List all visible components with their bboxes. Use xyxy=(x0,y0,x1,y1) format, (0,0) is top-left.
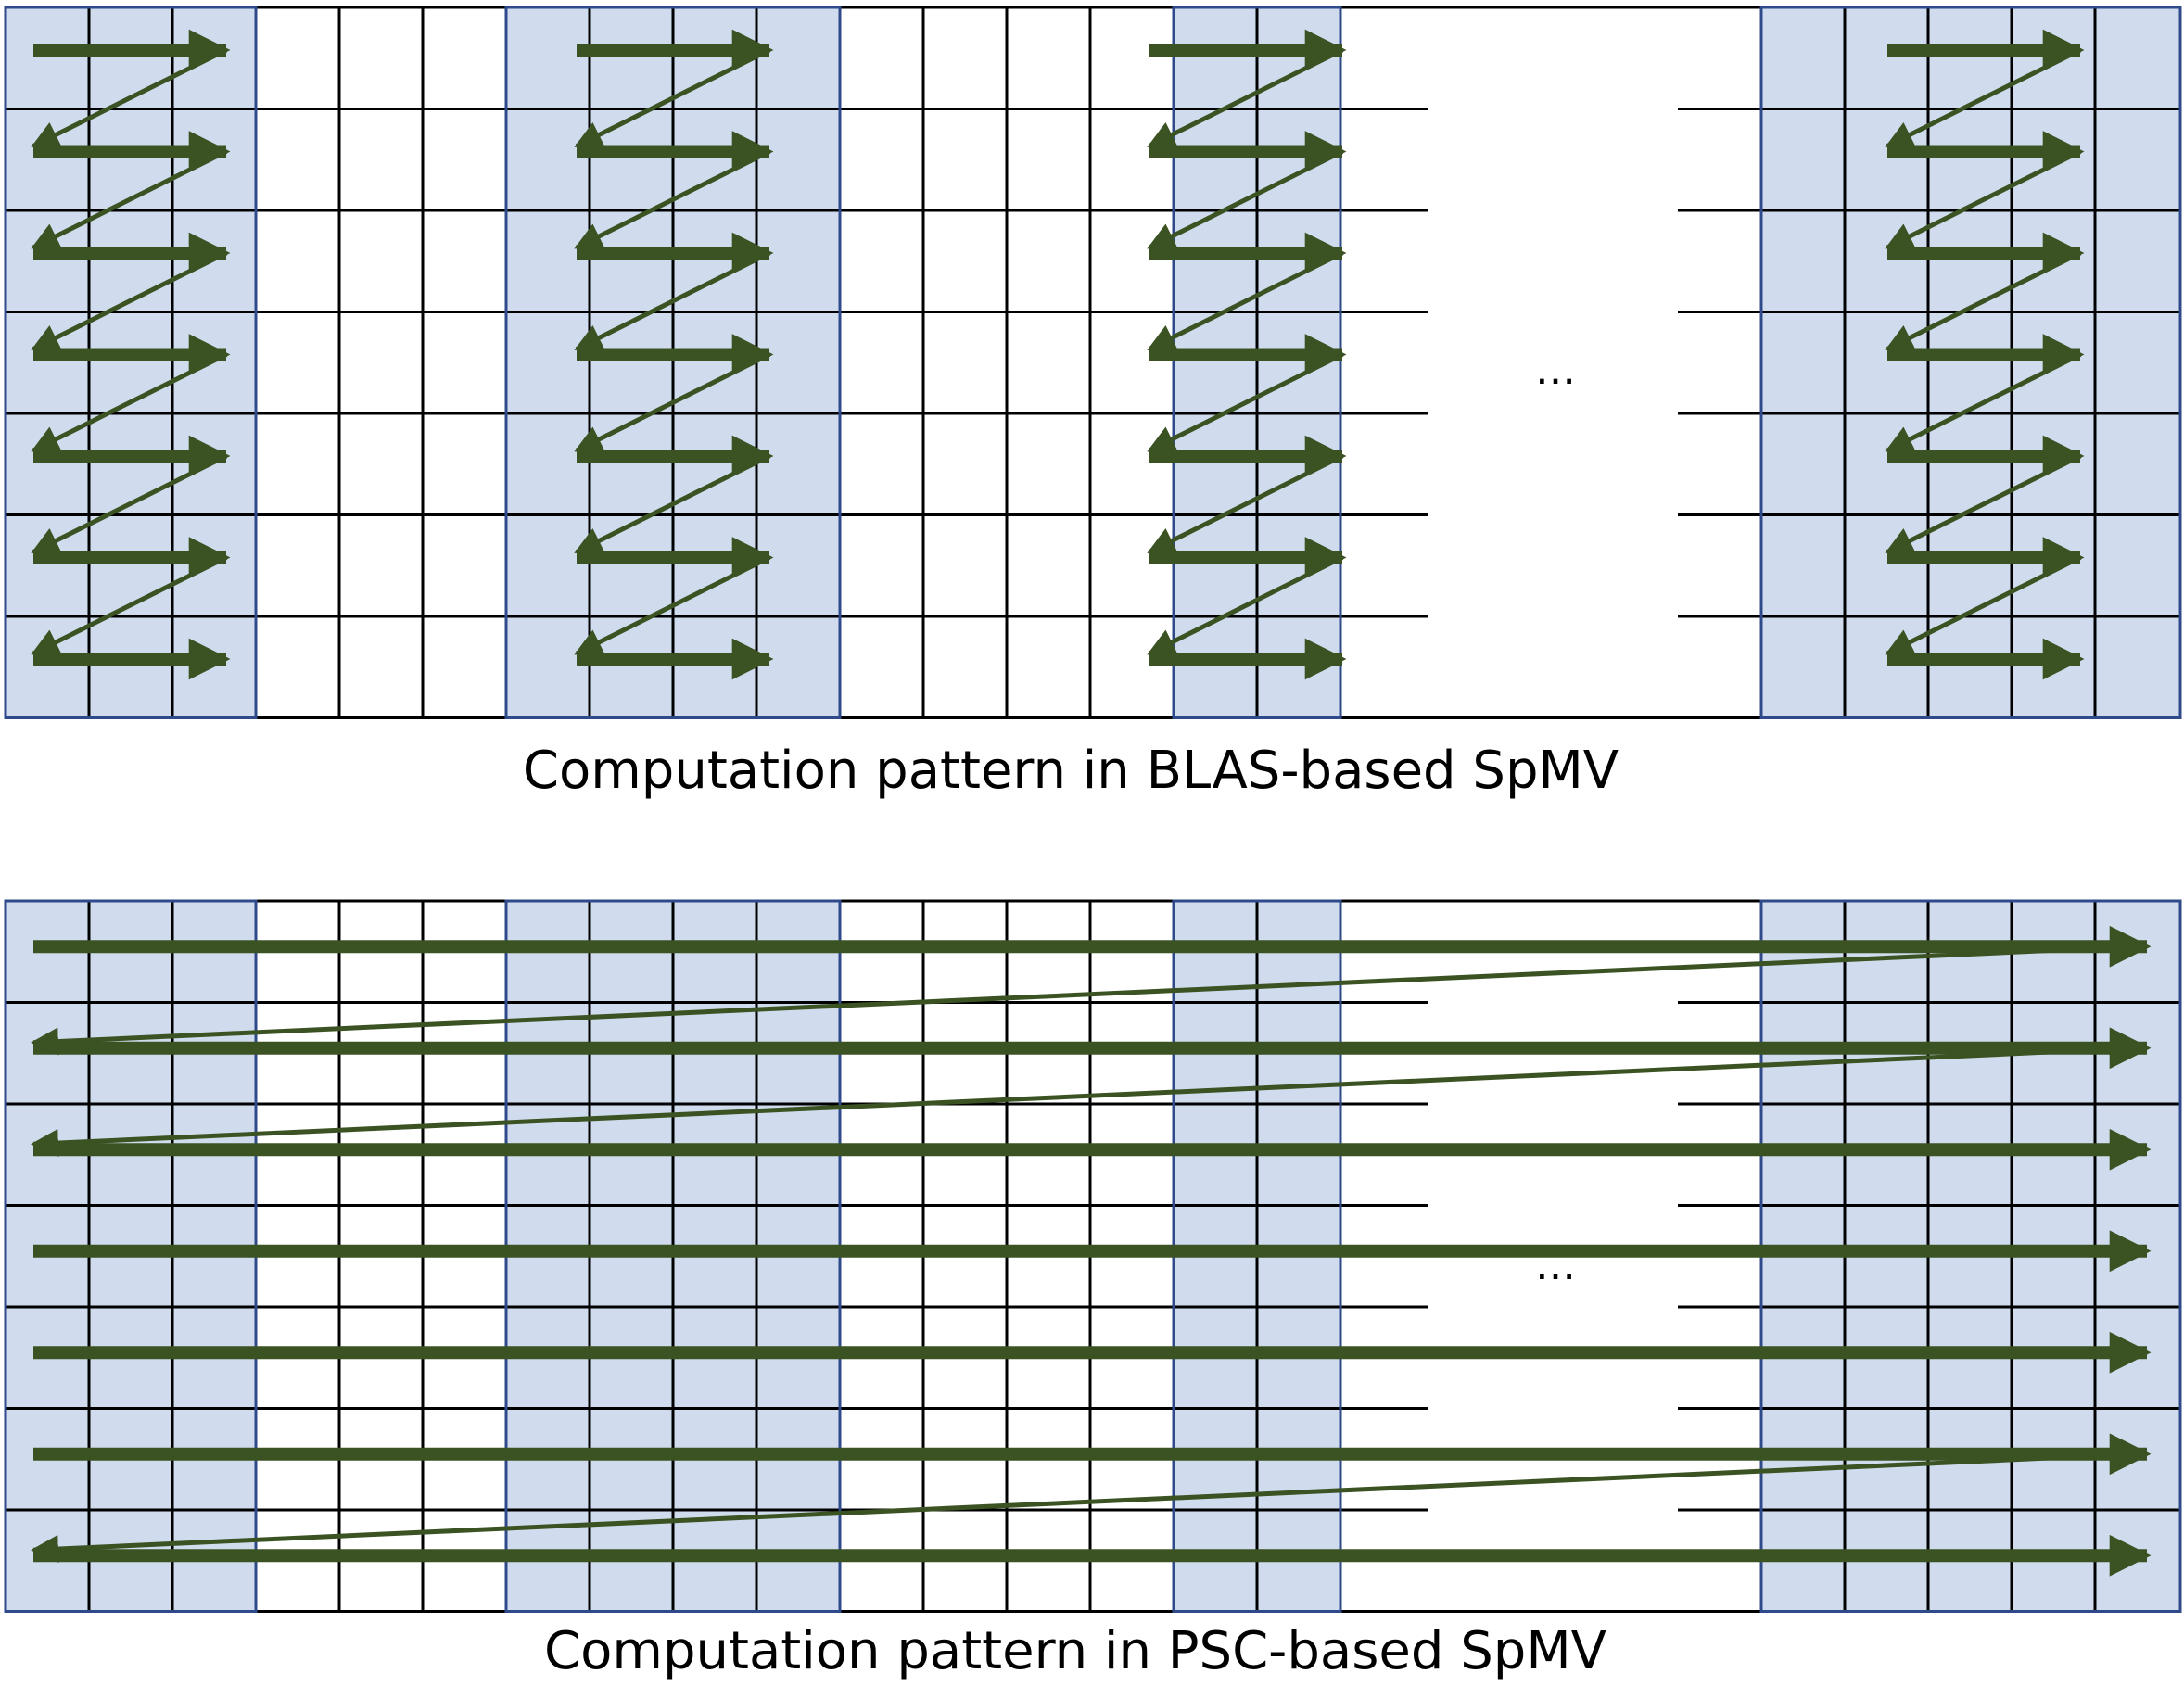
blas-return-arrow xyxy=(31,47,228,148)
psc-return-arrow xyxy=(31,1049,2055,1158)
blas-block-border xyxy=(1759,6,2182,719)
blas-return-arrow xyxy=(1885,47,2082,148)
blas-return-arrow xyxy=(1885,149,2082,250)
blas-return-arrow xyxy=(574,352,771,453)
blas-return-arrow xyxy=(31,453,228,554)
blas-return-arrow xyxy=(574,555,771,656)
psc-ellipsis: … xyxy=(1535,1242,1576,1289)
blas-return-arrow xyxy=(1885,250,2082,351)
blas-return-arrow xyxy=(574,47,771,148)
blas-return-arrow xyxy=(31,149,228,250)
blas-return-arrow xyxy=(31,250,228,351)
blas-return-arrow xyxy=(1885,453,2082,554)
blas-return-arrow xyxy=(1147,250,1344,351)
blas-return-arrow xyxy=(574,453,771,554)
blas-block-border xyxy=(4,6,258,719)
blas-return-arrow xyxy=(1147,352,1344,453)
blas-return-arrow xyxy=(574,149,771,250)
blas-panel xyxy=(4,6,2182,719)
blas-return-arrow xyxy=(31,555,228,656)
blas-return-arrow xyxy=(1885,555,2082,656)
blas-return-arrow xyxy=(1885,352,2082,453)
blas-caption: Computation pattern in BLAS-based SpMV xyxy=(523,741,1619,801)
psc-return-arrow xyxy=(31,947,2055,1056)
blas-return-arrow xyxy=(574,250,771,351)
blas-ellipsis: … xyxy=(1535,347,1576,394)
psc-caption: Computation pattern in PSC-based SpMV xyxy=(544,1621,1606,1681)
psc-panel xyxy=(4,899,2182,1613)
blas-return-arrow xyxy=(1147,453,1344,554)
blas-return-arrow xyxy=(1147,47,1344,148)
blas-return-arrow xyxy=(1147,555,1344,656)
psc-return-arrow xyxy=(31,1455,2055,1564)
blas-block-1 xyxy=(6,7,256,718)
blas-return-arrow xyxy=(1147,149,1344,250)
blas-block-border xyxy=(504,6,842,719)
blas-return-arrow xyxy=(31,352,228,453)
blas-block-4 xyxy=(1761,7,2180,718)
